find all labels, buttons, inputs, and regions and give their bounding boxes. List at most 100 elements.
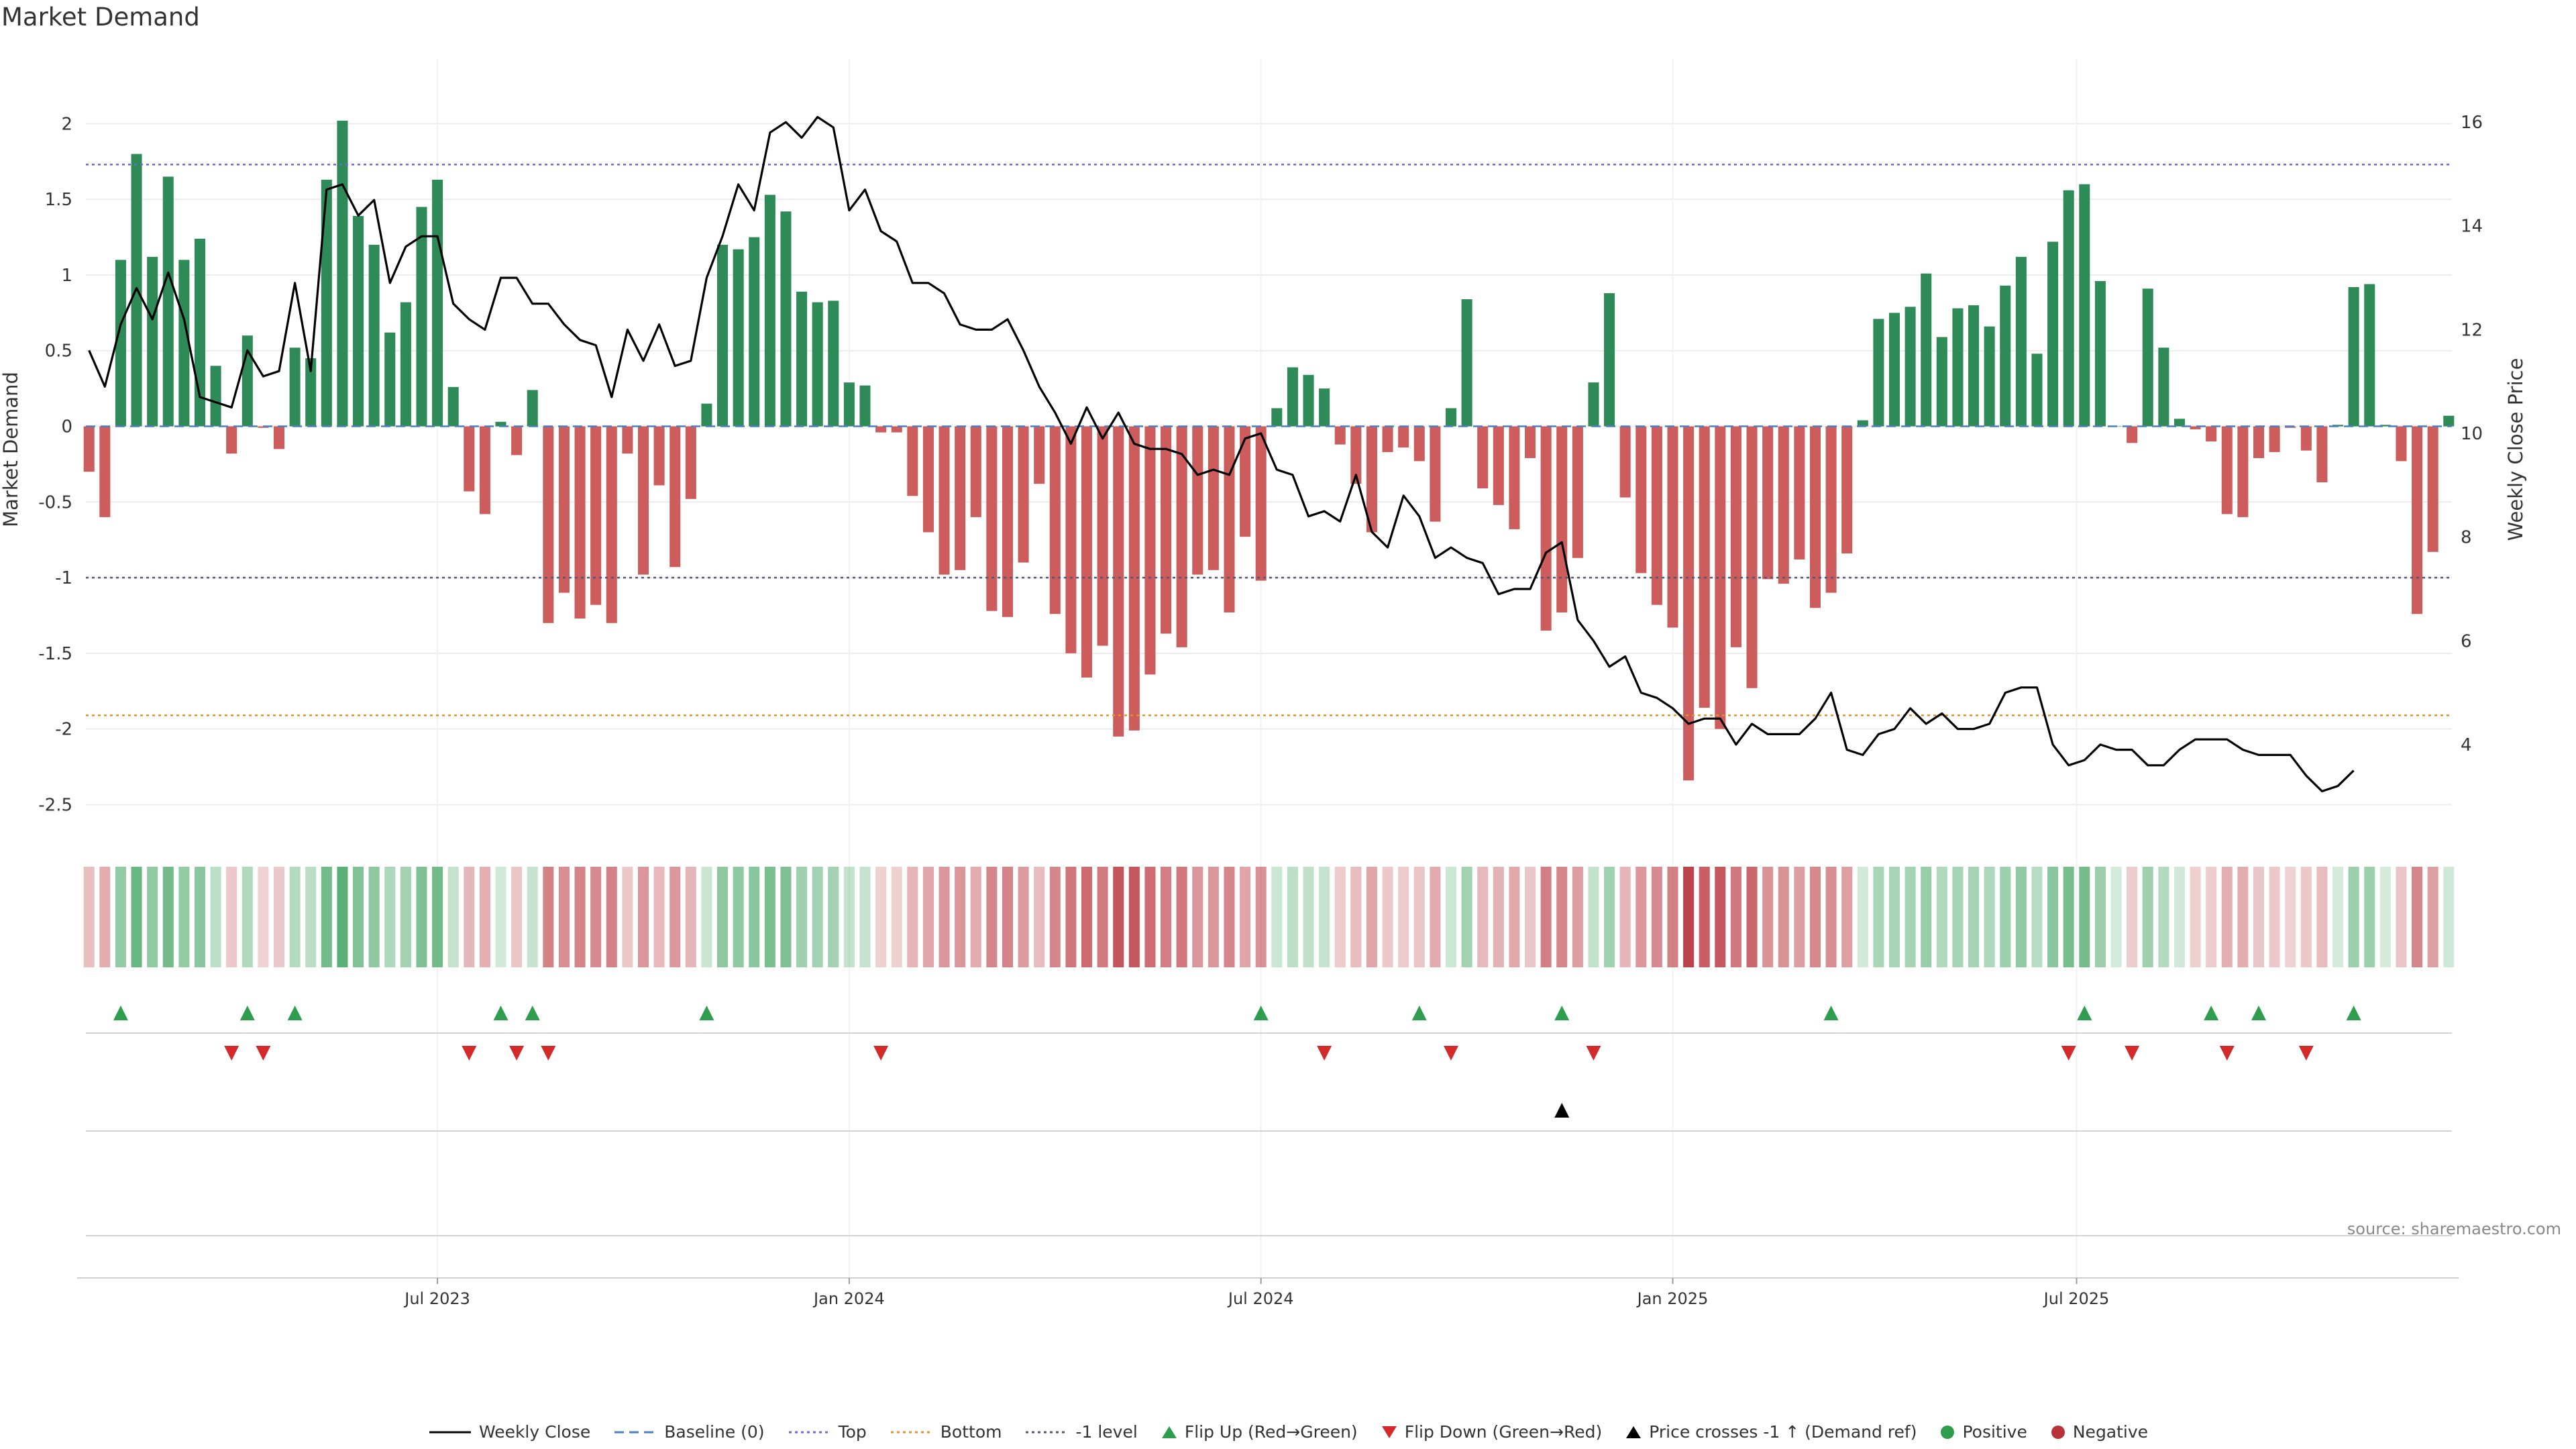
heat-cell (368, 867, 380, 967)
heat-cell (1683, 867, 1695, 967)
heat-cell (115, 867, 126, 967)
demand-bar (2396, 426, 2407, 462)
demand-bar (178, 260, 190, 427)
heat-cell (210, 867, 221, 967)
heat-cell (922, 867, 934, 967)
demand-bar (2253, 426, 2265, 458)
demand-bar (717, 244, 729, 427)
heat-cell (1255, 867, 1267, 967)
demand-bar (2412, 426, 2423, 614)
heat-cell (337, 867, 348, 967)
heat-cell (891, 867, 902, 967)
demand-bar (1097, 426, 1108, 646)
demand-bar (337, 120, 348, 427)
flip-down-marker (873, 1046, 889, 1061)
heat-cell (1556, 867, 1568, 967)
heat-cell (1952, 867, 1964, 967)
heat-cell (178, 867, 190, 967)
heat-cell (2253, 867, 2265, 967)
demand-bar (955, 426, 966, 570)
demand-bar (1857, 420, 1868, 427)
demand-bar (1888, 313, 1900, 427)
heat-cell (1366, 867, 1377, 967)
demand-bar (305, 358, 317, 427)
flip-up-marker (113, 1006, 128, 1020)
heat-cell (1477, 867, 1489, 967)
demand-bar (891, 426, 902, 433)
heat-cell (1208, 867, 1219, 967)
y-tick-label: 0.5 (45, 341, 72, 362)
heat-cell (2221, 867, 2233, 967)
demand-bar (1350, 426, 1362, 484)
heat-cell (1128, 867, 1140, 967)
heat-cell (1271, 867, 1283, 967)
legend-label: Price crosses -1 ↑ (Demand ref) (1649, 1422, 1917, 1442)
heat-cell (1873, 867, 1884, 967)
demand-bar (464, 426, 475, 492)
demand-bar (1952, 308, 1964, 427)
heat-cell (1525, 867, 1536, 967)
demand-bar (622, 426, 633, 454)
weekly-close-line (88, 115, 2355, 793)
heat-cell (2206, 867, 2217, 967)
flip-up-marker (699, 1006, 714, 1020)
legend-swatch-icon (1381, 1426, 1397, 1438)
heat-cell (1224, 867, 1235, 967)
demand-bar (1604, 293, 1615, 427)
heat-cell (1809, 867, 1821, 967)
heat-cell (2000, 867, 2011, 967)
heat-cell (1287, 867, 1298, 967)
demand-bar (1287, 367, 1298, 427)
demand-bar (1002, 426, 1013, 617)
y2-axis-title: Weekly Close Price (2504, 358, 2527, 541)
heat-cell (1240, 867, 1251, 967)
heat-cell (2379, 867, 2391, 967)
demand-bar (1730, 426, 1741, 647)
demand-bar (511, 426, 523, 455)
heat-cell (1350, 867, 1362, 967)
flip-up-marker (2346, 1006, 2361, 1020)
heat-cell (1161, 867, 1172, 967)
demand-bar (2174, 419, 2185, 427)
flip-up-marker (525, 1006, 540, 1020)
demand-bar (432, 179, 443, 427)
flip-down-marker (2298, 1046, 2314, 1061)
heat-cell (384, 867, 396, 967)
demand-bar (653, 426, 665, 486)
flip-up-marker (239, 1006, 255, 1020)
demand-bar (273, 426, 285, 449)
heat-cell (1382, 867, 1393, 967)
demand-bar (1034, 426, 1045, 484)
demand-bar (2094, 280, 2106, 427)
heat-cell (1968, 867, 1980, 967)
demand-bar (99, 426, 111, 517)
heat-cell (258, 867, 269, 967)
heat-cell (1176, 867, 1187, 967)
heat-cell (1192, 867, 1203, 967)
demand-bar (2015, 256, 2027, 427)
heat-cell (2047, 867, 2059, 967)
demand-bar (1984, 326, 1995, 427)
demand-bar (147, 256, 158, 427)
demand-bar (2000, 285, 2011, 427)
y-tick-label: -1 (55, 568, 72, 588)
legend-label: Baseline (0) (664, 1422, 765, 1442)
flip-down-marker (509, 1046, 525, 1061)
heat-cell (2269, 867, 2280, 967)
heat-cell (464, 867, 475, 967)
heat-cell (353, 867, 364, 967)
demand-bar (115, 260, 126, 427)
legend-label: Bottom (940, 1422, 1002, 1442)
demand-bar (590, 426, 602, 605)
demand-bar (2079, 184, 2090, 427)
legend-swatch-icon (1626, 1426, 1642, 1438)
demand-bar (543, 426, 554, 623)
flip-down-marker (2219, 1046, 2235, 1061)
demand-bar (1778, 426, 1789, 584)
heat-cell (2063, 867, 2074, 967)
demand-bar (574, 426, 586, 619)
demand-bar (210, 366, 221, 427)
y-tick-label: 1.5 (45, 190, 72, 210)
heat-cell (1319, 867, 1330, 967)
